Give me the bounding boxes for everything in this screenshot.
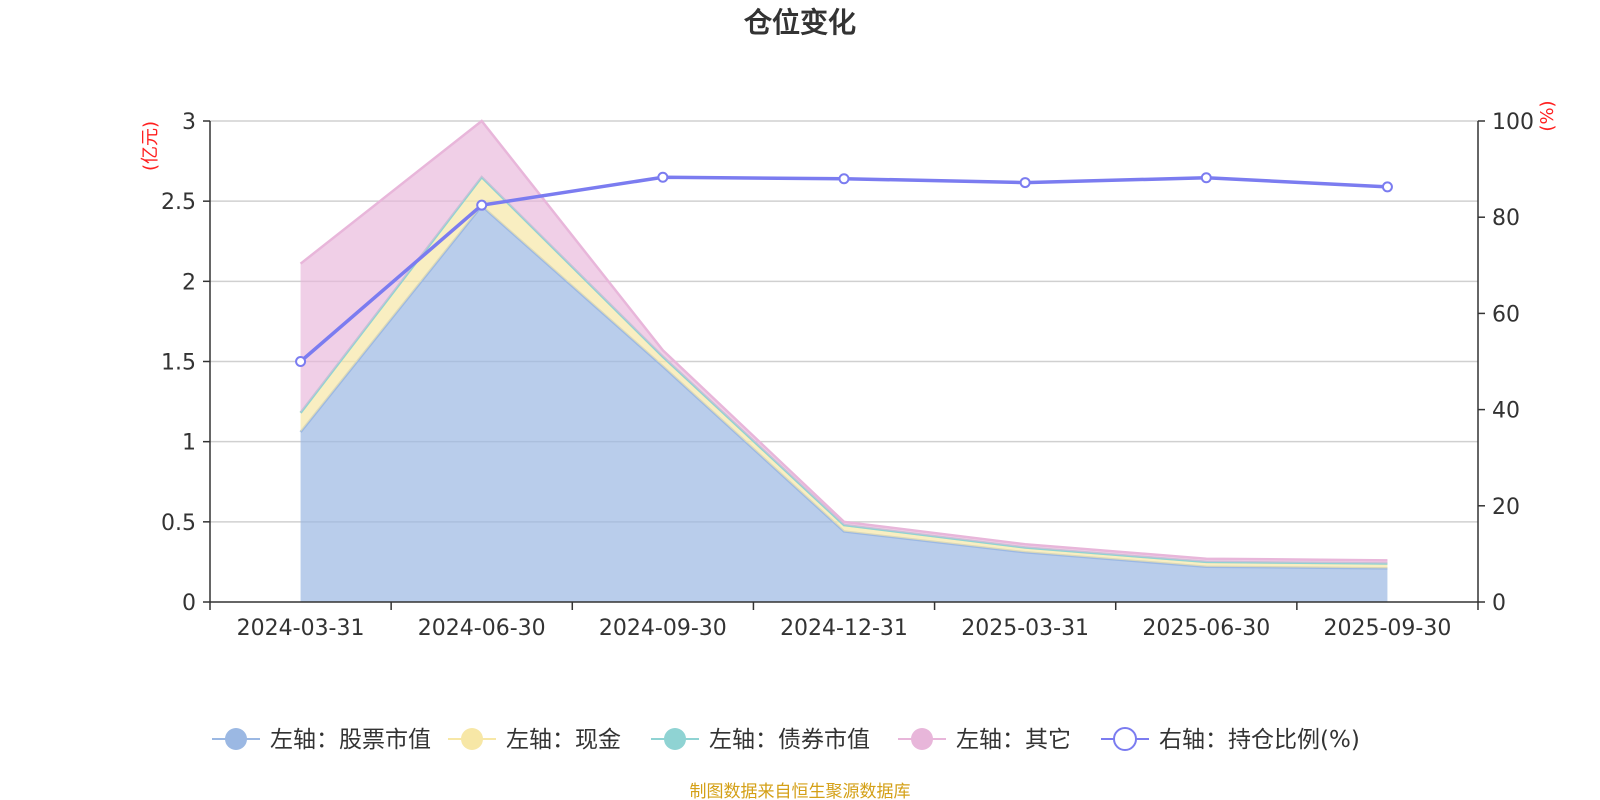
right-tick-label-3: 60 [1492, 302, 1520, 327]
legend-label-4: 右轴：持仓比例(%) [1159, 727, 1360, 753]
legend-marker-3 [911, 728, 933, 750]
legend-label-3: 左轴：其它 [956, 727, 1071, 753]
left-tick-label-1: 0.5 [161, 511, 196, 536]
ratio-point-3 [838, 173, 850, 185]
axes: 0 0.5 1 1.5 2 2.5 3 0 20 40 60 80 100 2024-03-31 2024-… [161, 110, 1534, 641]
ratio-point-4 [1019, 177, 1031, 189]
right-tick-label-4: 80 [1492, 206, 1520, 231]
legend-marker-0 [225, 728, 247, 750]
left-tick-label-0: 0 [182, 591, 196, 616]
ratio-point-2 [657, 171, 669, 183]
right-tick-label-0: 0 [1492, 591, 1506, 616]
x-tick-label-2: 2024-09-30 [599, 616, 727, 641]
right-tick-label-5: 100 [1492, 110, 1534, 135]
legend-marker-2 [664, 728, 686, 750]
area-edge-3 [299, 119, 1388, 562]
chart-title: 仓位变化 [744, 6, 856, 39]
legend-label-2: 左轴：债券市值 [709, 727, 870, 753]
left-tick-label-5: 2.5 [161, 190, 196, 215]
ratio-point-5 [1200, 172, 1212, 184]
legend-marker-1 [461, 728, 483, 750]
legend-label-1: 左轴：现金 [506, 727, 621, 753]
ratio-point-1 [476, 199, 488, 211]
x-tick-label-6: 2025-09-30 [1323, 616, 1451, 641]
right-axis-unit: (%) [1537, 100, 1558, 131]
right-tick-label-1: 20 [1492, 495, 1520, 520]
left-tick-label-3: 1.5 [161, 351, 196, 376]
x-tick-label-4: 2025-03-31 [961, 616, 1089, 641]
left-tick-label-6: 3 [182, 110, 196, 135]
legend: 左轴：股票市值 左轴：现金 左轴：债券市值 左轴：其它 右轴：持仓比例(%) [212, 727, 1360, 753]
x-tick-label-1: 2024-06-30 [418, 616, 546, 641]
data-source-note: 制图数据来自恒生聚源数据库 [690, 782, 911, 800]
x-tick-label-3: 2024-12-31 [780, 616, 908, 641]
x-tick-label-5: 2025-06-30 [1142, 616, 1270, 641]
right-tick-label-2: 40 [1492, 399, 1520, 424]
left-axis-unit: (亿元) [140, 121, 161, 171]
area-layers [299, 119, 1388, 602]
ratio-point-0 [295, 356, 307, 367]
left-tick-label-4: 2 [182, 270, 196, 295]
area-series-1 [300, 177, 1388, 569]
ratio-point-6 [1381, 181, 1393, 193]
x-tick-label-0: 2024-03-31 [237, 616, 365, 641]
legend-marker-4 [1113, 727, 1137, 751]
ratio-line-layer [295, 171, 1393, 367]
legend-label-0: 左轴：股票市值 [270, 727, 431, 753]
area-series-0 [300, 205, 1388, 602]
left-tick-label-2: 1 [182, 431, 196, 456]
